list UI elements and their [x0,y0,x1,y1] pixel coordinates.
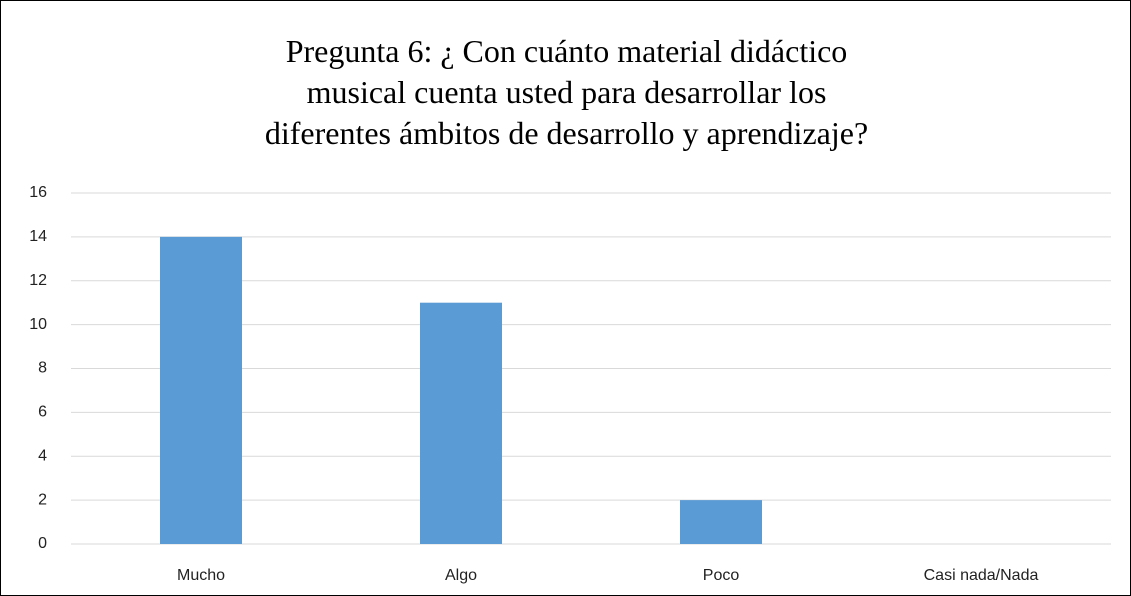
x-tick-label: Casi nada/Nada [924,567,1039,584]
y-tick-label: 14 [29,228,47,245]
y-tick-label: 10 [29,316,47,333]
x-tick-label: Algo [445,567,477,584]
y-tick-label: 16 [29,184,47,201]
y-tick-label: 4 [38,447,47,464]
title-box: Pregunta 6: ¿ Con cuánto material didáct… [1,31,1131,154]
x-tick-label: Mucho [177,567,225,584]
x-tick-label: Poco [703,567,740,584]
y-tick-label: 8 [38,360,47,377]
bar [420,302,502,544]
chart-title: Pregunta 6: ¿ Con cuánto material didáct… [264,33,869,151]
y-tick-label: 2 [38,491,47,508]
y-tick-label: 6 [38,404,47,421]
y-tick-label: 12 [29,272,47,289]
bar [160,236,242,544]
y-tick-label: 0 [38,535,47,552]
bar [680,500,762,544]
